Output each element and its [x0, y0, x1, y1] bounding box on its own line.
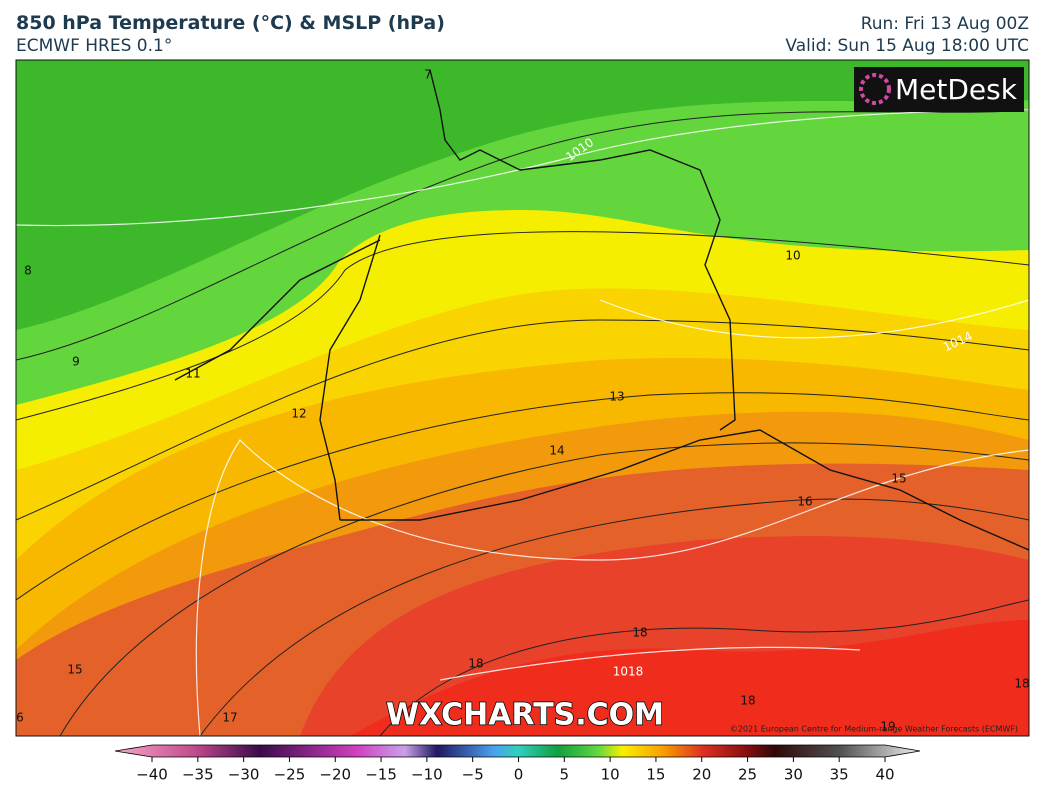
- contour-label: 14: [549, 444, 564, 458]
- colorbar: [114, 744, 921, 758]
- contour-label: 17: [222, 711, 237, 725]
- subtitle: ECMWF HRES 0.1°: [16, 36, 173, 56]
- watermark: WXCHARTS.COM: [386, 698, 664, 733]
- contour-label: 18: [1014, 677, 1029, 691]
- contour-label: 19: [880, 720, 895, 734]
- logo-text: MetDesk: [895, 73, 1018, 106]
- contour-label: 1018: [613, 665, 644, 679]
- contour-label: 15: [891, 472, 906, 486]
- colorbar-tick-label: 30: [784, 766, 803, 784]
- copyright: ©2021 European Centre for Medium-range W…: [730, 725, 1018, 734]
- colorbar-tick-label: 20: [692, 766, 711, 784]
- temperature-field: [16, 60, 1029, 736]
- title: 850 hPa Temperature (°C) & MSLP (hPa): [16, 12, 445, 34]
- colorbar-tick-label: −25: [274, 766, 306, 784]
- colorbar-tick-label: −35: [182, 766, 214, 784]
- logo-box: [854, 67, 1024, 112]
- colorbar-tick-label: 10: [601, 766, 620, 784]
- contour-label: 6: [16, 711, 24, 725]
- contour-label: 10: [785, 249, 800, 263]
- contour-label: 8: [24, 264, 32, 278]
- contour-label: 13: [609, 390, 624, 404]
- contour-label: 7: [424, 68, 432, 82]
- colorbar-tick-label: 25: [738, 766, 757, 784]
- logo-icon: [859, 73, 891, 105]
- contour-label: 15: [67, 663, 82, 677]
- run-time: Run: Fri 13 Aug 00Z: [860, 14, 1029, 34]
- colorbar-tick-label: 40: [875, 766, 894, 784]
- colorbar-tick-label: −40: [136, 766, 168, 784]
- colorbar-tick-label: 0: [514, 766, 524, 784]
- colorbar-tick-label: 35: [830, 766, 849, 784]
- colorbar-tick-label: 15: [646, 766, 665, 784]
- contour-label: 18: [468, 657, 483, 671]
- contour-label: 11: [185, 367, 200, 381]
- contour-label: 18: [632, 626, 647, 640]
- colorbar-tick-label: −20: [319, 766, 351, 784]
- colorbar-tick-label: −15: [365, 766, 397, 784]
- colorbar-tick-label: −5: [462, 766, 484, 784]
- contour-label: 16: [797, 495, 812, 509]
- colorbar-tick-label: 5: [560, 766, 570, 784]
- contour-label: 12: [291, 407, 306, 421]
- contour-label: 9: [72, 355, 80, 369]
- colorbar-tick-label: −10: [411, 766, 443, 784]
- valid-time: Valid: Sun 15 Aug 18:00 UTC: [785, 36, 1029, 56]
- contour-label: 18: [740, 694, 755, 708]
- colorbar-tick-label: −30: [228, 766, 260, 784]
